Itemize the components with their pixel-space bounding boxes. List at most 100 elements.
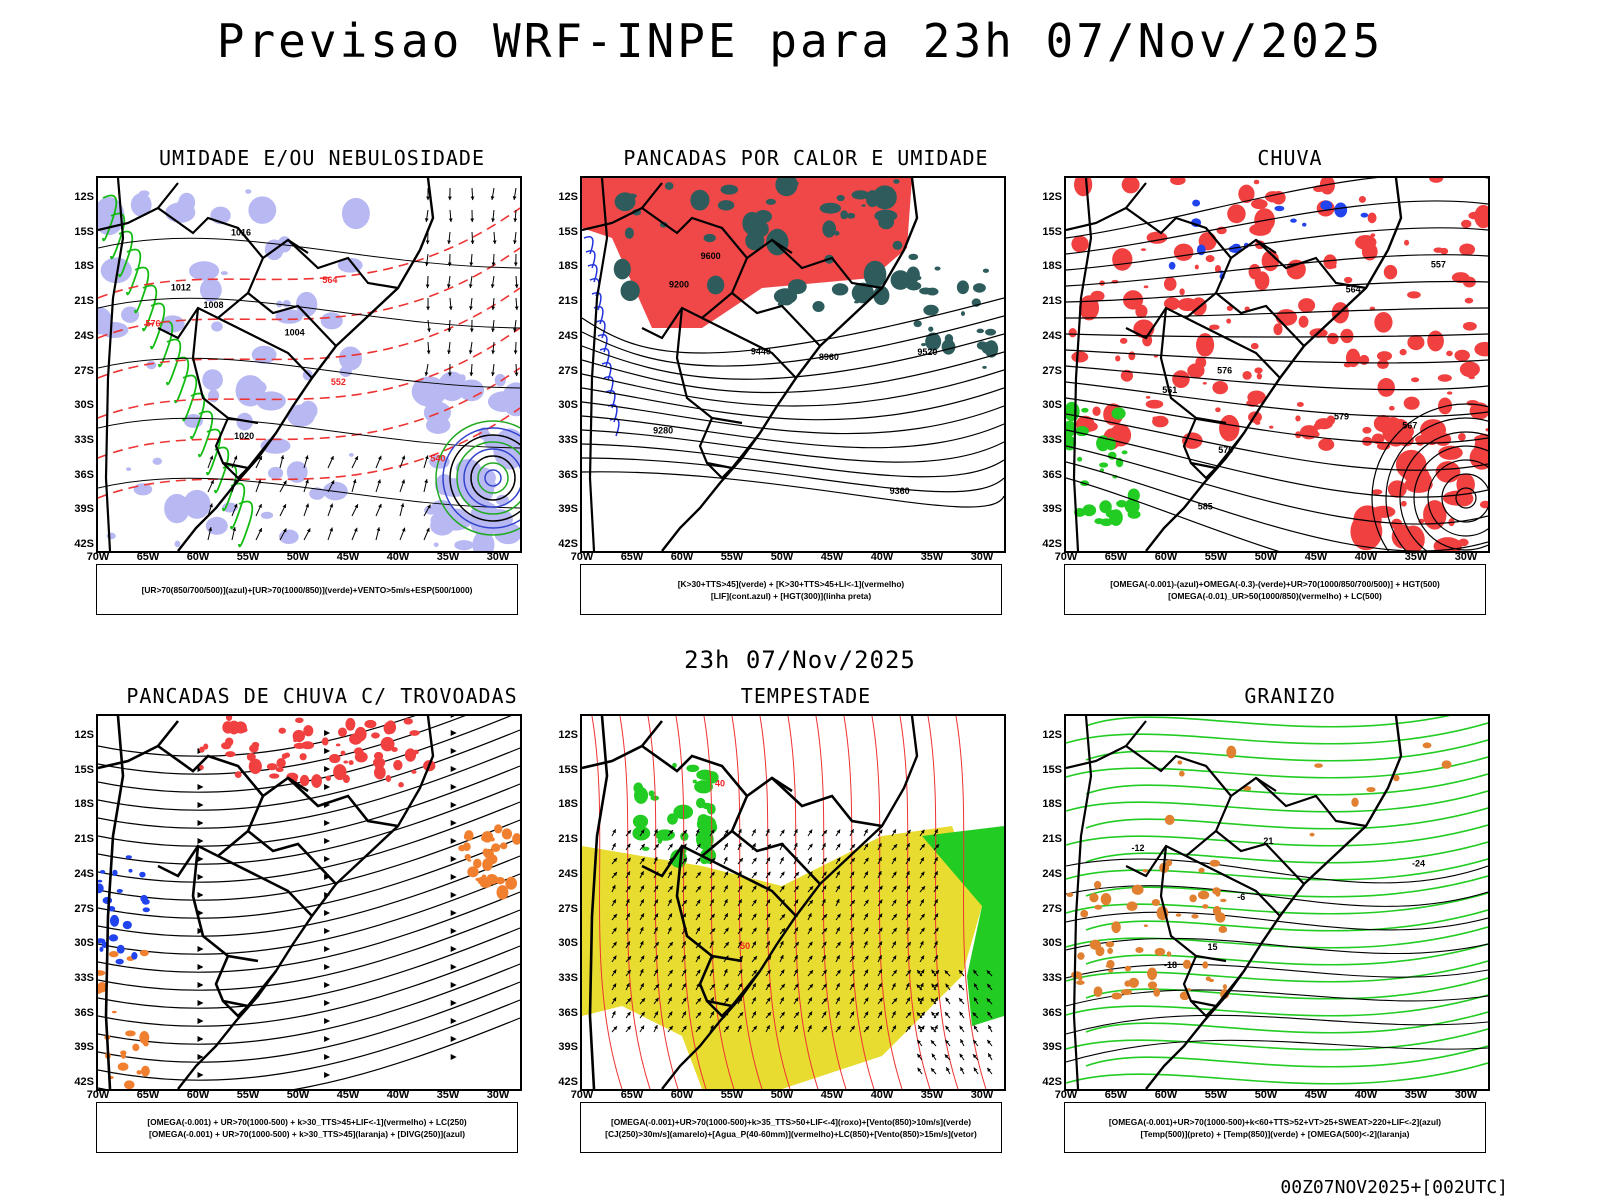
lat-tick-label: 21S (1028, 295, 1062, 307)
omega500-area (1107, 948, 1113, 954)
contour-label: 585 (1198, 502, 1213, 512)
streamline-arrow (451, 946, 457, 952)
k-index-blob (926, 288, 938, 296)
streamline-arrow (451, 928, 457, 934)
streamline-arrow (198, 946, 204, 952)
rain-area (1384, 265, 1397, 279)
temp850-contour (1066, 1063, 1488, 1084)
omega-green-area (1099, 462, 1108, 467)
rain-area (1128, 351, 1135, 360)
temp850-contour (1066, 825, 1488, 846)
humidity-blob (454, 540, 473, 550)
omega-blue-area (1334, 203, 1347, 218)
lat-tick-label: 15S (60, 226, 94, 238)
lat-tick-label: 30S (544, 937, 578, 949)
thunder-area (404, 718, 413, 725)
rain-area (1215, 407, 1221, 412)
lat-tick-label: 42S (544, 538, 578, 550)
country-border (216, 956, 276, 1006)
divergence-area (110, 915, 119, 927)
rain-area (1209, 325, 1220, 330)
rain-area (1359, 355, 1369, 365)
rain-area (1388, 480, 1407, 497)
rain-area (1180, 301, 1184, 306)
orange-area (120, 1050, 126, 1055)
streamline-arrow (451, 766, 457, 772)
rain-area (1429, 178, 1443, 183)
lat-tick-label: 18S (60, 260, 94, 272)
streamline (98, 946, 520, 1026)
wind-vector-head (427, 350, 431, 354)
orange-area (467, 866, 478, 877)
contour-label: -6 (1237, 892, 1245, 902)
rain-area (1374, 312, 1392, 333)
rain-area (1074, 178, 1092, 196)
k-index-blob (820, 203, 841, 214)
rain-area (1269, 426, 1273, 429)
streamline (98, 748, 520, 828)
lat-tick-label: 36S (60, 469, 94, 481)
rain-area (1368, 212, 1377, 223)
streamline-arrow (198, 1072, 204, 1078)
humidity-blob (342, 198, 370, 229)
k-index-blob (834, 231, 839, 236)
legend-line: [UR>70(850/700/500)](azul)+[UR>70(1000/8… (142, 584, 473, 596)
wind-vector-head (447, 240, 451, 244)
thunder-area (249, 759, 262, 774)
streamline (98, 838, 520, 918)
lat-tick-label: 21S (60, 295, 94, 307)
divergence-area (100, 870, 105, 874)
divergence-area (139, 872, 145, 878)
omega500-area (1135, 947, 1143, 953)
omega500-area (1310, 833, 1315, 837)
humidity-blob (211, 321, 222, 331)
rain-area (1254, 180, 1260, 185)
contour-label: 564 (1346, 284, 1361, 294)
streamline-arrow (198, 1000, 204, 1006)
rain-area (1164, 277, 1177, 291)
streamline-arrow (451, 784, 457, 790)
thunder-area (329, 754, 340, 763)
omega500-area (1148, 981, 1157, 989)
contour-label: 576 (146, 319, 161, 329)
contour-label: 9280 (653, 426, 673, 436)
contour-label: 1020 (234, 431, 254, 441)
k-index-blob (788, 279, 807, 294)
orange-area (480, 882, 491, 888)
thunder-area (354, 747, 364, 755)
thunder-area (276, 758, 285, 768)
legend-line: [OMEGA(-0.001)-(azul)+OMEGA(-0.3)-(verde… (1110, 578, 1440, 590)
streamline-arrow (324, 748, 330, 754)
omega500-area (1314, 763, 1323, 768)
rain-area (1255, 271, 1270, 290)
temp850-contour (1066, 995, 1488, 1016)
k-index-blob (907, 267, 920, 283)
lat-tick-label: 42S (544, 1076, 578, 1088)
rain-area (1071, 351, 1088, 362)
rain-area (1170, 178, 1186, 185)
wind-vector-head (471, 196, 475, 200)
rain-area (1407, 291, 1421, 298)
lat-tick-label: 36S (1028, 469, 1062, 481)
omega500-area (1067, 893, 1074, 897)
thunder-area (326, 775, 331, 780)
omega500-area (1167, 951, 1172, 956)
omega500-area (1209, 979, 1214, 982)
rain-area (1359, 196, 1366, 203)
omega500-area (1209, 860, 1220, 867)
k-index-blob (837, 195, 845, 201)
rain-area (1411, 377, 1419, 382)
lat-tick-label: 27S (544, 903, 578, 915)
contour-label: 15 (1207, 942, 1217, 952)
orange-area (494, 824, 502, 833)
omega500-area (1165, 815, 1175, 825)
legend-line: [OMEGA(-0.001)+UR>70(1000-500)+k<60+TTS>… (1109, 1116, 1441, 1128)
humidity-blob (236, 375, 265, 406)
k-index-blob (812, 301, 824, 312)
thunder-area (303, 725, 313, 736)
